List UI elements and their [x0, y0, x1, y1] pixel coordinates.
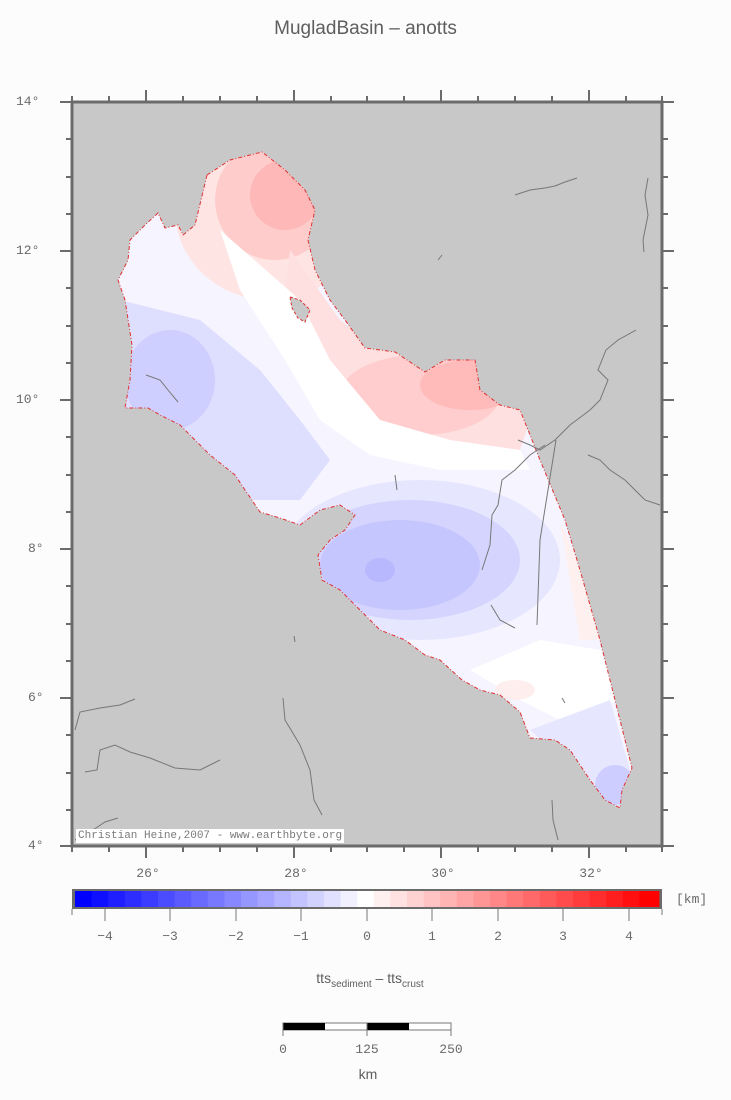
colorbar-label: −4: [97, 929, 113, 944]
colorbar-unit: [km]: [676, 892, 708, 907]
colorbar-label: 2: [494, 929, 502, 944]
scale-bar: [282, 1022, 452, 1036]
credit-text: Christian Heine,2007 - www.earthbyte.org: [76, 829, 345, 843]
map-title: MugladBasin – anotts: [274, 18, 457, 39]
colorbar-label: 4: [625, 929, 633, 944]
formula-term2: tts: [387, 970, 403, 986]
formula-sub1: sediment: [331, 978, 372, 990]
colorbar-label: 3: [559, 929, 567, 944]
lon-label-26: 26°: [136, 866, 160, 881]
lat-label-12: 12°: [16, 243, 40, 258]
lon-label-28: 28°: [284, 866, 308, 881]
lat-label-6: 6°: [28, 690, 44, 705]
colorbar-label: 1: [428, 929, 436, 944]
lat-label-10: 10°: [16, 392, 40, 407]
lat-label-8: 8°: [28, 541, 44, 556]
colorbar-formula: ttssediment – ttscrust: [0, 970, 731, 990]
scale-label-250: 250: [439, 1042, 463, 1057]
formula-term1: tts: [316, 970, 332, 986]
formula-operator: –: [371, 970, 388, 986]
colorbar: [71, 889, 663, 921]
scale-label-125: 125: [355, 1042, 379, 1057]
lat-label-4: 4°: [28, 838, 44, 853]
scale-label-0: 0: [279, 1042, 287, 1057]
colorbar-label: −1: [293, 929, 309, 944]
rivers: [74, 177, 661, 841]
lon-label-32: 32°: [579, 866, 603, 881]
lon-label-30: 30°: [431, 866, 455, 881]
lat-label-14: 14°: [16, 94, 40, 109]
scale-unit: km: [358, 1066, 378, 1082]
colorbar-label: 0: [363, 929, 371, 944]
colorbar-label: −2: [228, 929, 244, 944]
basin-boundary: [117, 151, 633, 809]
formula-sub2: crust: [402, 978, 424, 990]
lat-ticks: [60, 101, 674, 847]
lon-ticks: [71, 90, 663, 858]
colorbar-label: −3: [162, 929, 178, 944]
